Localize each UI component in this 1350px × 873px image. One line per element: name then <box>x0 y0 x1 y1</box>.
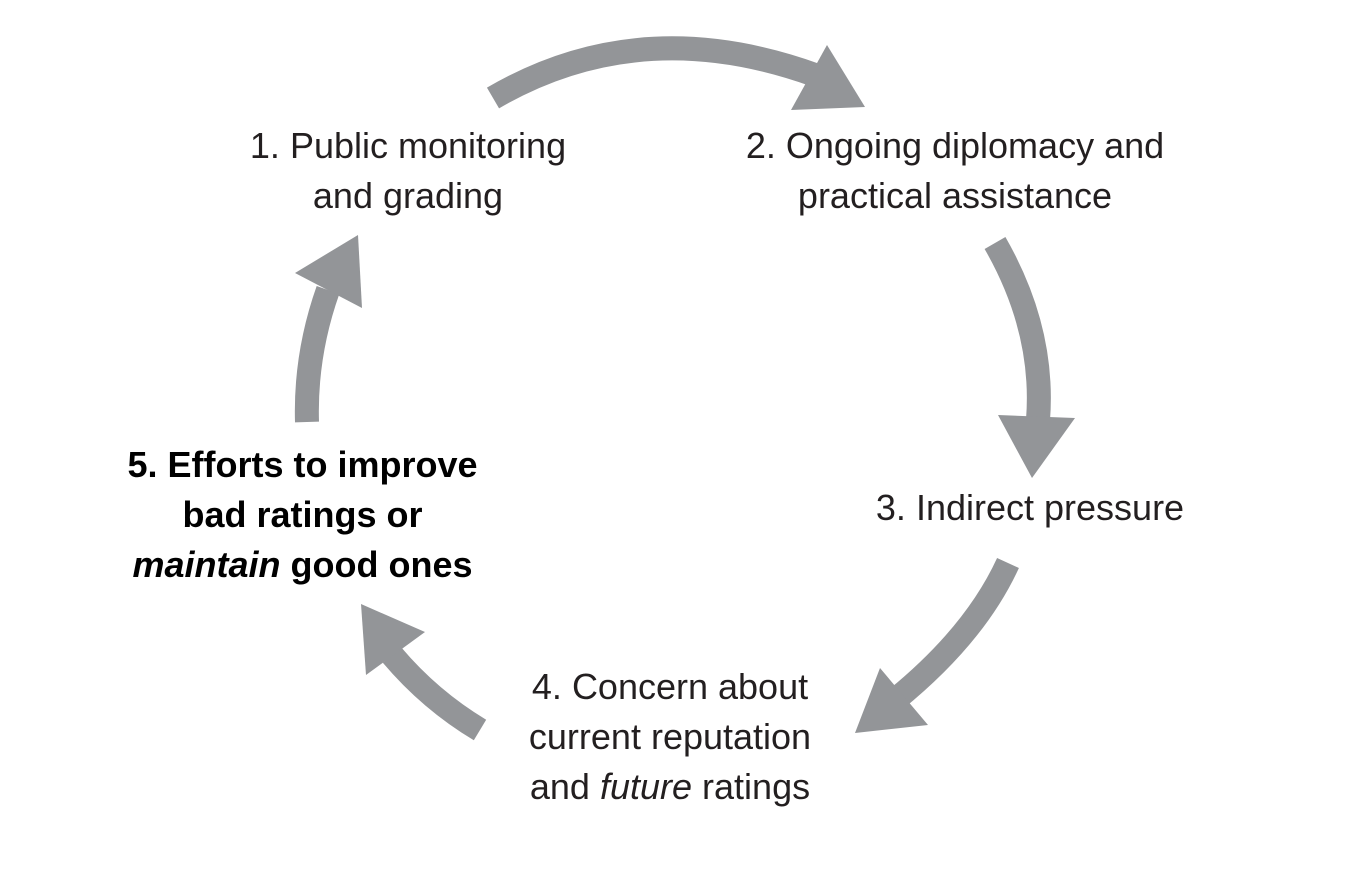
step-5-line-3: maintain good ones <box>90 540 515 590</box>
step-1-line-1: 1. Public monitoring <box>212 121 604 171</box>
step-1-public-monitoring: 1. Public monitoring and grading <box>212 121 604 221</box>
step-1-number: 1. <box>249 125 280 166</box>
step-2-ongoing-diplomacy: 2. Ongoing diplomacy and practical assis… <box>700 121 1210 221</box>
step-4-text-1: Concern about <box>571 666 809 707</box>
step-3-number: 3. <box>875 487 906 528</box>
arrow-5-to-1 <box>294 235 362 423</box>
step-3-line-1: 3. Indirect pressure <box>845 483 1215 533</box>
arrow-3-to-4 <box>855 557 1019 733</box>
step-4-line-1: 4. Concern about <box>480 662 860 712</box>
arrow-4-to-5 <box>361 604 487 741</box>
step-5-number: 5. <box>127 444 158 485</box>
arrow-1-to-2 <box>486 36 865 110</box>
step-4-concern-about-reputation: 4. Concern about current reputation and … <box>480 662 860 812</box>
step-5-line-3-emphasis: maintain <box>132 544 281 585</box>
step-4-number: 4. <box>531 666 562 707</box>
step-4-line-3-pre: and <box>529 766 600 807</box>
step-5-line-1: 5. Efforts to improve <box>90 440 515 490</box>
step-2-number: 2. <box>745 125 776 166</box>
step-4-line-2: current reputation <box>528 716 812 757</box>
step-2-line-2: practical assistance <box>797 175 1113 216</box>
step-4-line-3-post: ratings <box>692 766 811 807</box>
step-2-line-1: 2. Ongoing diplomacy and <box>700 121 1210 171</box>
step-4-line-3: and future ratings <box>480 762 860 812</box>
step-4-line-3-emphasis: future <box>599 766 693 807</box>
step-1-line-2: and grading <box>312 175 504 216</box>
step-2-text-1: Ongoing diplomacy and <box>785 125 1165 166</box>
arrow-2-to-3 <box>984 237 1075 478</box>
step-5-efforts-to-improve: 5. Efforts to improve bad ratings or mai… <box>90 440 515 590</box>
step-5-line-2: bad ratings or <box>182 494 423 535</box>
step-3-text-1: Indirect pressure <box>915 487 1185 528</box>
step-5-text-1: Efforts to improve <box>167 444 478 485</box>
step-5-line-3-post: good ones <box>280 544 473 585</box>
step-3-indirect-pressure: 3. Indirect pressure <box>845 483 1215 533</box>
step-1-text-1: Public monitoring <box>289 125 567 166</box>
